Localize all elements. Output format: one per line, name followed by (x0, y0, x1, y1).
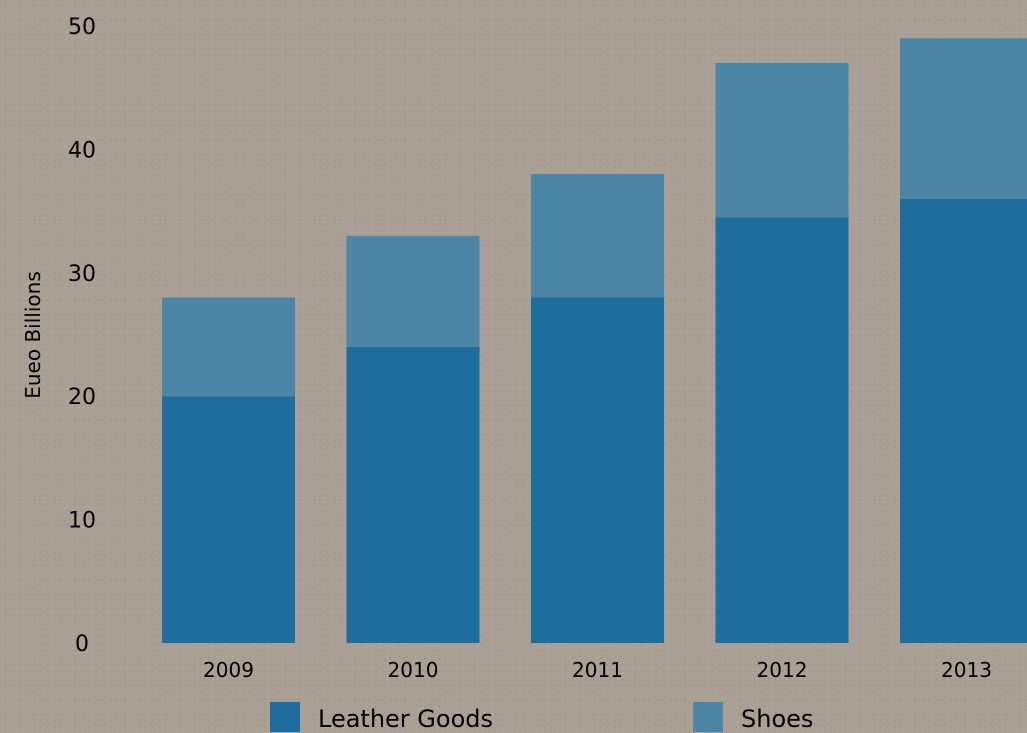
y-axis-ticks: 0 10 20 30 40 50 (68, 15, 96, 657)
bar-shoes-2011 (531, 174, 664, 298)
legend-swatch-leather-goods (270, 702, 300, 732)
y-tick-label: 30 (68, 262, 96, 287)
x-tick-label: 2012 (757, 658, 808, 682)
y-tick-label: 10 (68, 509, 96, 534)
y-axis-title: Eueo Billions (21, 271, 45, 399)
x-tick-label: 2010 (388, 658, 439, 682)
bar-shoes-2009 (162, 297, 295, 397)
legend: Leather Goods Shoes (270, 702, 813, 733)
bar-shoes-2013 (900, 38, 1027, 199)
bar-shoes-2010 (346, 235, 480, 347)
legend-label-leather-goods: Leather Goods (318, 705, 493, 733)
bar-shoes-2012 (715, 63, 849, 218)
y-tick-label: 0 (75, 632, 89, 657)
bars-group (162, 38, 1027, 643)
legend-swatch-shoes (693, 702, 723, 732)
x-tick-label: 2011 (572, 658, 623, 682)
y-tick-label: 50 (68, 15, 96, 40)
y-tick-label: 40 (68, 138, 96, 163)
legend-label-shoes: Shoes (741, 705, 813, 733)
bar-leather-goods-2012 (715, 217, 849, 643)
bar-leather-goods-2010 (346, 346, 480, 643)
bar-leather-goods-2011 (531, 297, 664, 643)
bar-leather-goods-2013 (900, 198, 1027, 643)
x-tick-label: 2013 (941, 658, 992, 682)
bar-leather-goods-2009 (162, 396, 295, 643)
x-axis-ticks: 2009 2010 2011 2012 2013 (203, 658, 992, 682)
x-tick-label: 2009 (203, 658, 254, 682)
y-tick-label: 20 (68, 385, 96, 410)
